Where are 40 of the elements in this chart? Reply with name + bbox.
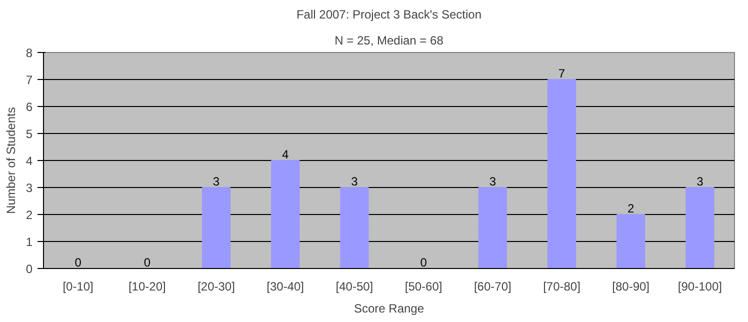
y-tick-label: 8 [26,46,33,60]
x-tick-label: [60-70] [474,280,512,294]
data-label: 0 [420,256,428,270]
bar [202,187,231,268]
bar [340,187,369,268]
x-tick-label: [10-20] [128,280,166,294]
y-tick-label: 3 [26,181,33,195]
bar [616,214,646,268]
y-tick-label: 0 [26,262,33,276]
data-label: 0 [144,256,151,270]
x-tick-label: [90-100] [678,280,722,294]
x-tick-label: [80-90] [612,280,650,294]
y-tick-label: 1 [26,235,33,249]
data-label: 0 [74,256,82,270]
data-label: 3 [489,174,496,188]
data-label: 3 [351,174,358,188]
x-tick-label: [30-40] [266,280,304,294]
y-axis-title: Number of Students [4,107,18,214]
y-tick-label: 6 [26,100,33,114]
x-axis-title: Score Range [354,302,424,316]
bar [271,160,300,268]
x-tick-label: [20-30] [198,280,235,294]
chart-subtitle: N = 25, Median = 68 [334,34,444,48]
x-tick-label: [0-10] [62,280,94,294]
x-tick-label: [50-60] [404,280,442,294]
data-label: 3 [212,174,220,188]
data-label: 7 [558,66,566,80]
chart-title: Fall 2007: Project 3 Back's Section [296,8,482,22]
y-tick-label: 5 [26,127,33,141]
y-tick-label: 4 [26,154,33,168]
y-tick-label: 7 [26,73,33,87]
x-tick-label: [70-80] [543,280,580,294]
bar [547,79,576,268]
data-label: 3 [696,174,704,188]
x-tick-label: [40-50] [336,280,374,294]
data-label: 2 [628,202,635,216]
bar [478,187,507,268]
data-label: 4 [282,148,290,162]
y-tick-label: 2 [26,208,33,222]
bar [686,187,714,268]
